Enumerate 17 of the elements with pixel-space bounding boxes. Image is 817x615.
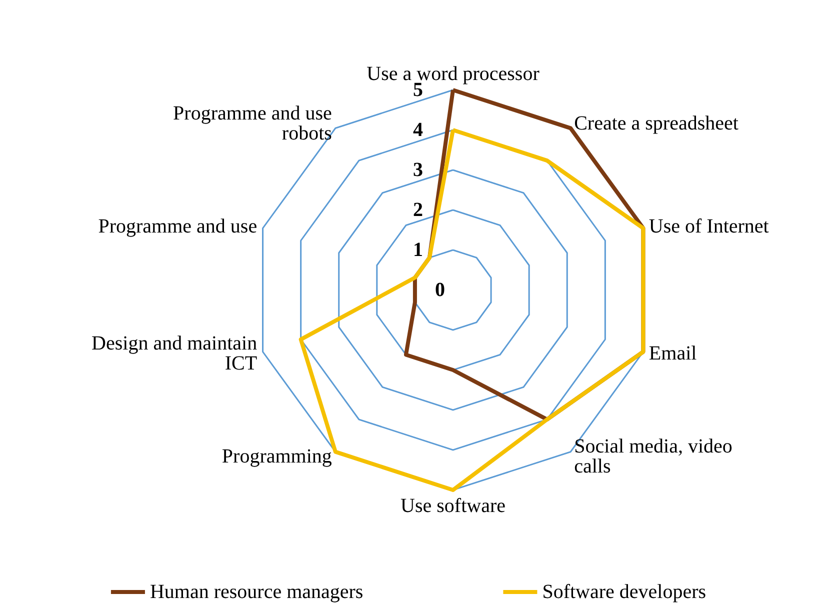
spoke-label: Design and maintain ICT <box>92 332 258 375</box>
y-tick-label: 3 <box>413 159 423 181</box>
spoke-label: Social media, video calls <box>574 436 732 478</box>
y-tick-label: 5 <box>413 79 423 101</box>
spoke-label: Email <box>648 342 698 365</box>
y-tick-label: 1 <box>413 239 423 261</box>
spoke-label: Programme and use <box>98 215 258 238</box>
spoke-label: Use of Internet <box>648 215 770 238</box>
y-tick-label: 4 <box>413 119 423 141</box>
spoke-label: Programming <box>222 446 332 468</box>
legend-label: Software developers <box>542 581 706 603</box>
y-tick-label: 2 <box>413 199 423 221</box>
spoke-label: Programme and use robots <box>173 102 332 144</box>
legend-label: Human resource managers <box>150 581 364 603</box>
spoke-label: Use software <box>400 495 506 517</box>
spoke-label: Create a spreadsheet <box>574 112 739 134</box>
y-tick-label: 0 <box>435 279 445 301</box>
